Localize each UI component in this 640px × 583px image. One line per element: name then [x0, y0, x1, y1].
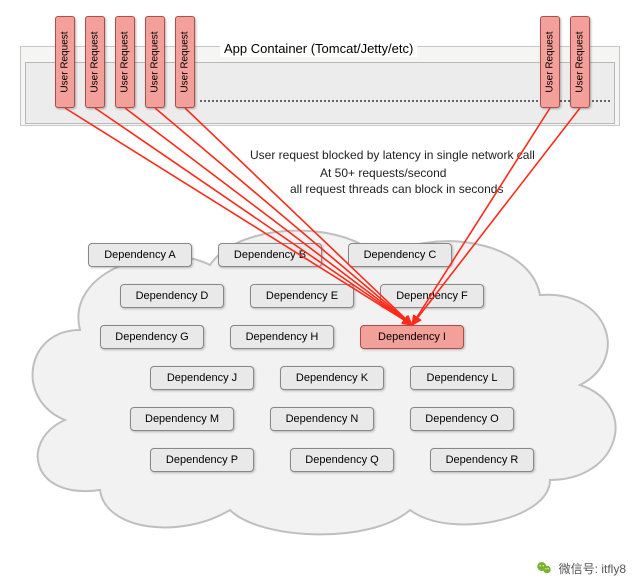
user-request: User Request [85, 16, 105, 108]
dependency-box: Dependency E [250, 284, 354, 308]
wechat-icon [535, 559, 553, 577]
user-request-label: User Request [150, 31, 161, 92]
dependency-box: Dependency A [88, 243, 192, 267]
user-request-label: User Request [575, 31, 586, 92]
caption-line2: At 50+ requests/second [320, 166, 446, 180]
user-request: User Request [55, 16, 75, 108]
footer-credit: 微信号: itfly8 [535, 559, 626, 577]
dependency-box: Dependency J [150, 366, 254, 390]
caption-line3: all request threads can block in seconds [290, 182, 503, 196]
user-request: User Request [145, 16, 165, 108]
dependency-box: Dependency Q [290, 448, 394, 472]
dependency-box: Dependency O [410, 407, 514, 431]
dependency-box: Dependency K [280, 366, 384, 390]
user-request-label: User Request [60, 31, 71, 92]
user-request: User Request [115, 16, 135, 108]
dependency-box: Dependency D [120, 284, 224, 308]
dependency-box: Dependency C [348, 243, 452, 267]
user-request-label: User Request [120, 31, 131, 92]
user-request-label: User Request [90, 31, 101, 92]
user-request: User Request [175, 16, 195, 108]
dependency-box: Dependency R [430, 448, 534, 472]
caption-line1: User request blocked by latency in singl… [250, 148, 535, 162]
dependency-box-hot: Dependency I [360, 325, 464, 349]
dependency-box: Dependency F [380, 284, 484, 308]
dependency-box: Dependency G [100, 325, 204, 349]
dependency-box: Dependency N [270, 407, 374, 431]
user-request-label: User Request [545, 31, 556, 92]
dependency-box: Dependency P [150, 448, 254, 472]
user-request: User Request [570, 16, 590, 108]
footer-text: 微信号: itfly8 [559, 560, 626, 577]
dependency-box: Dependency L [410, 366, 514, 390]
user-request: User Request [540, 16, 560, 108]
dependency-box: Dependency B [218, 243, 322, 267]
dependency-box: Dependency H [230, 325, 334, 349]
user-request-label: User Request [180, 31, 191, 92]
container-title: App Container (Tomcat/Jetty/etc) [220, 40, 417, 57]
app-container-inner [25, 62, 615, 124]
dependency-box: Dependency M [130, 407, 234, 431]
